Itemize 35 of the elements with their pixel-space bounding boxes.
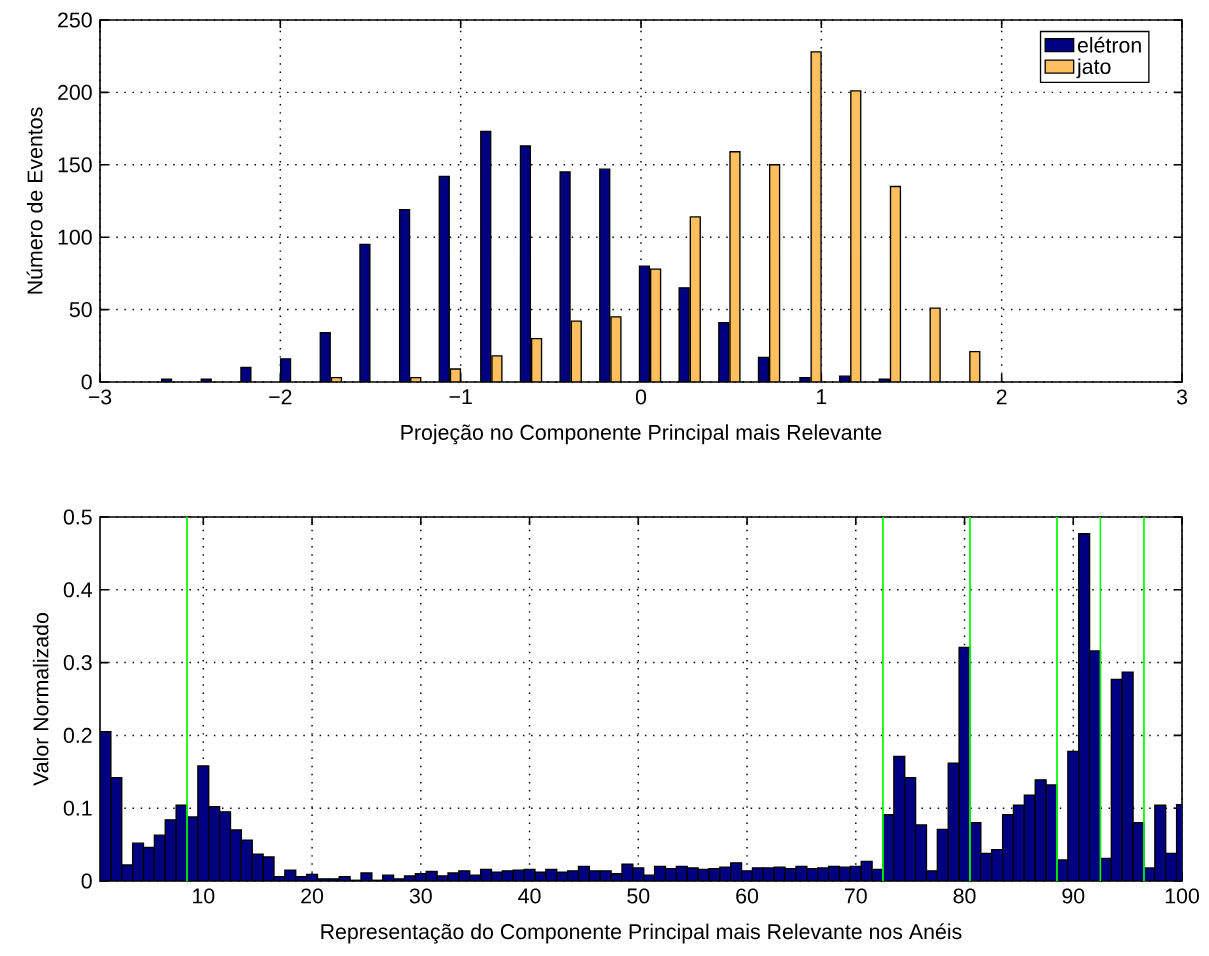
y-tick-label: 0.1 xyxy=(63,800,92,816)
y-axis-title: Número de Eventos xyxy=(26,107,43,294)
x-tick-label: 10 xyxy=(193,888,215,904)
x-tick-label: 30 xyxy=(409,888,432,904)
y-tick-label: 200 xyxy=(58,84,92,100)
x-tick-label: 20 xyxy=(301,888,324,904)
x-tick-label: 80 xyxy=(953,888,976,904)
y-tick-label: 0 xyxy=(81,873,92,889)
x-tick-label: 90 xyxy=(1062,888,1085,904)
x-tick-label: 70 xyxy=(845,888,867,904)
y-tick-label: 0.4 xyxy=(63,582,92,598)
y-tick-label: 250 xyxy=(58,12,92,28)
x-tick-label: −3 xyxy=(88,389,112,405)
x-tick-label: 2 xyxy=(996,389,1007,405)
legend-label: jato xyxy=(1076,58,1111,79)
y-tick-label: 0.2 xyxy=(63,727,92,743)
x-tick-label: 100 xyxy=(1165,888,1199,904)
x-tick-label: 3 xyxy=(1176,389,1187,405)
x-tick-label: 0 xyxy=(635,389,647,405)
y-axis-title: Valor Normalizado xyxy=(32,613,49,786)
y-tick-label: 100 xyxy=(58,229,92,245)
x-axis-title: Representação do Componente Principal mais Relevante nos Anéis xyxy=(321,923,962,944)
x-tick-label: 50 xyxy=(627,888,650,904)
x-axis-title: Projeção no Componente Principal mais Relevante xyxy=(401,424,882,445)
legend-label: elétron xyxy=(1077,36,1141,53)
x-tick-label: −2 xyxy=(269,389,292,405)
y-tick-label: 50 xyxy=(69,302,92,318)
y-tick-label: 0.5 xyxy=(63,509,92,525)
x-tick-label: −1 xyxy=(449,389,472,405)
y-tick-label: 0 xyxy=(81,374,92,390)
y-tick-label: 150 xyxy=(58,157,92,173)
y-tick-label: 0.3 xyxy=(63,655,92,671)
x-tick-label: 1 xyxy=(817,389,827,405)
x-tick-label: 40 xyxy=(518,888,541,904)
x-tick-label: 60 xyxy=(736,888,759,904)
